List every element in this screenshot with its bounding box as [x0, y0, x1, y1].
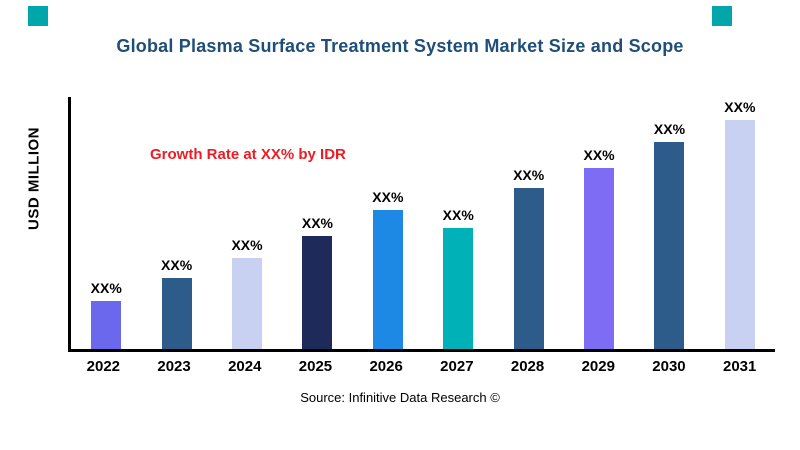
x-tick: 2027 [440, 358, 474, 375]
x-tick: 2028 [510, 358, 545, 375]
bar-slot: XX% [212, 97, 282, 349]
bar [302, 235, 333, 349]
bar-slot: XX% [705, 97, 775, 349]
accent-square-left [28, 6, 48, 26]
x-tick: 2026 [369, 358, 403, 375]
bar [724, 119, 755, 349]
bars: XX% XX% XX% XX% XX% XX% XX% XX% XX% XX% [71, 97, 775, 349]
bar-slot: XX% [493, 97, 563, 349]
bar [161, 278, 192, 349]
plot-area: XX% XX% XX% XX% XX% XX% XX% XX% XX% XX% [68, 97, 775, 352]
y-axis-label: USD MILLION [25, 127, 43, 230]
x-tick: 2024 [228, 358, 262, 375]
source-note: Source: Infinitive Data Research © [300, 390, 500, 405]
bar-value-label: XX% [90, 280, 122, 297]
bar [443, 228, 474, 349]
bar-value-label: XX% [372, 189, 404, 206]
accent-square-right [712, 6, 732, 26]
bar-value-label: XX% [442, 207, 474, 224]
x-tick: 2023 [157, 358, 191, 375]
bar-slot: XX% [282, 97, 352, 349]
bar [372, 210, 403, 349]
x-tick: 2029 [581, 358, 615, 375]
bar [91, 301, 122, 349]
bar-value-label: XX% [583, 146, 615, 163]
bar-value-label: XX% [513, 166, 545, 183]
bar-slot: XX% [353, 97, 423, 349]
x-tick: 2022 [86, 358, 121, 375]
bar-value-label: XX% [161, 257, 193, 274]
bar-value-label: XX% [301, 214, 333, 231]
bar-slot: XX% [634, 97, 704, 349]
bar [232, 258, 263, 349]
x-tick: 2031 [722, 358, 757, 375]
bar-slot: XX% [71, 97, 141, 349]
x-axis-labels: 2022 2023 2024 2025 2026 2027 2028 2029 2030 2031 [68, 358, 775, 375]
chart-title: Global Plasma Surface Treatment System M… [116, 36, 684, 56]
bar-slot: XX% [564, 97, 634, 349]
bar-slot: XX% [141, 97, 211, 349]
x-tick: 2030 [652, 358, 686, 375]
bar [584, 167, 615, 349]
x-tick: 2025 [298, 358, 333, 375]
bar-value-label: XX% [724, 98, 756, 115]
bar [513, 187, 544, 349]
bar [654, 142, 685, 349]
bar-value-label: XX% [653, 121, 686, 138]
bar-value-label: XX% [231, 237, 263, 254]
bar-slot: XX% [423, 97, 493, 349]
growth-rate-annotation: Growth Rate at XX% by IDR [150, 146, 346, 163]
